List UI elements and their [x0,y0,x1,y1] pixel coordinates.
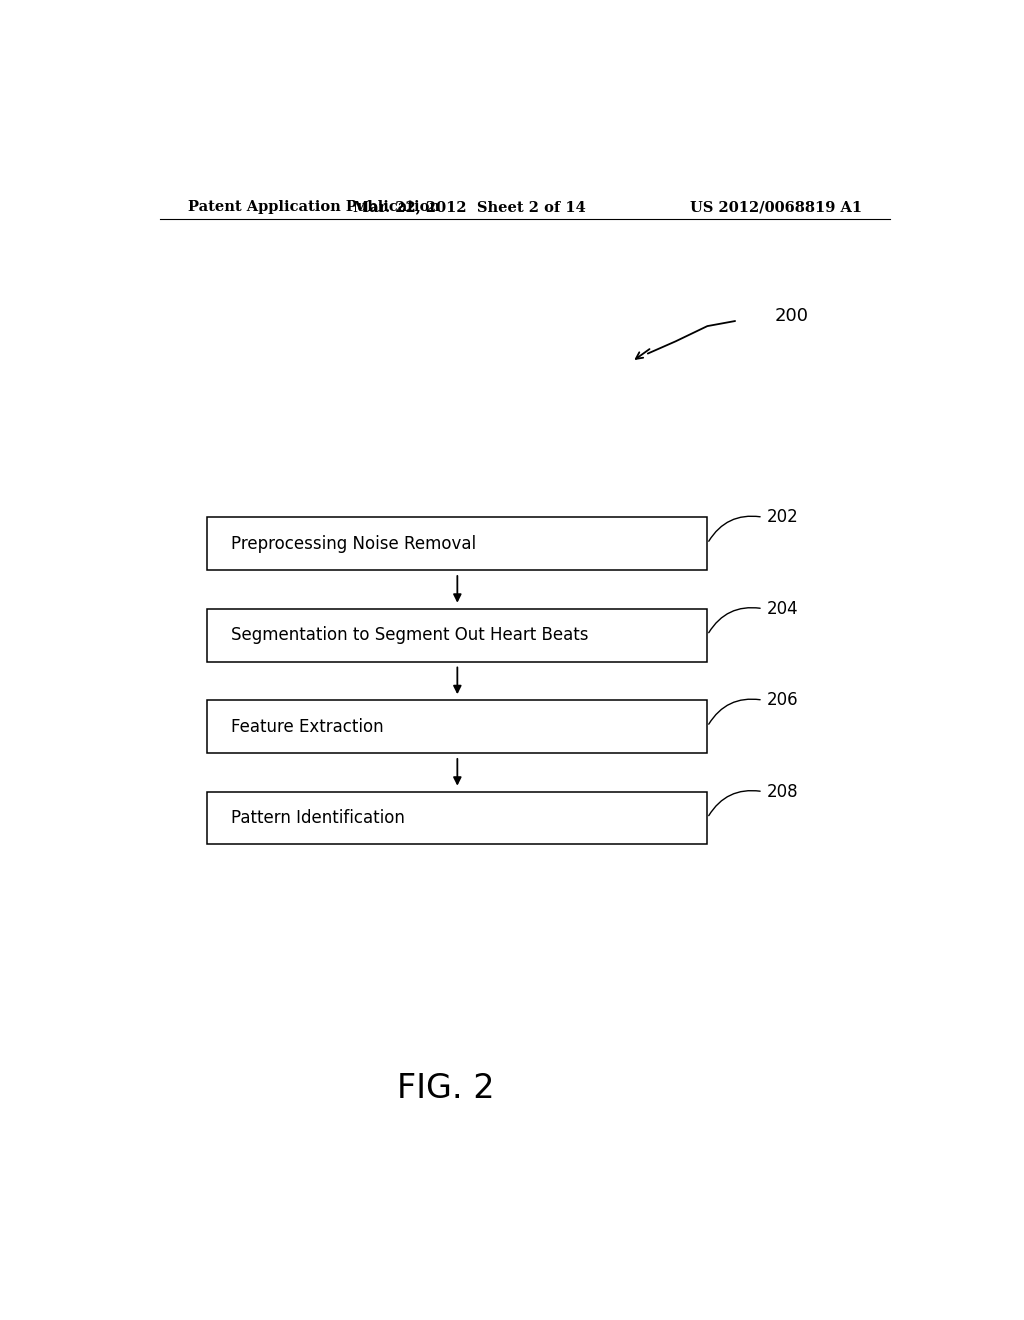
Text: Feature Extraction: Feature Extraction [231,718,384,735]
Text: FIG. 2: FIG. 2 [396,1072,495,1105]
Text: 202: 202 [767,508,799,527]
Bar [207,609,708,661]
Text: Preprocessing Noise Removal: Preprocessing Noise Removal [231,535,476,553]
Text: 204: 204 [767,599,799,618]
Text: US 2012/0068819 A1: US 2012/0068819 A1 [690,201,862,214]
Text: Patent Application Publication: Patent Application Publication [187,201,439,214]
Text: 206: 206 [767,692,799,709]
Text: Segmentation to Segment Out Heart Beats: Segmentation to Segment Out Heart Beats [231,626,589,644]
Text: Pattern Identification: Pattern Identification [231,809,406,828]
Bar [207,517,708,570]
Bar [207,700,708,752]
Bar [207,792,708,845]
Text: Mar. 22, 2012  Sheet 2 of 14: Mar. 22, 2012 Sheet 2 of 14 [353,201,586,214]
Text: 200: 200 [775,308,809,325]
Text: 208: 208 [767,783,799,801]
